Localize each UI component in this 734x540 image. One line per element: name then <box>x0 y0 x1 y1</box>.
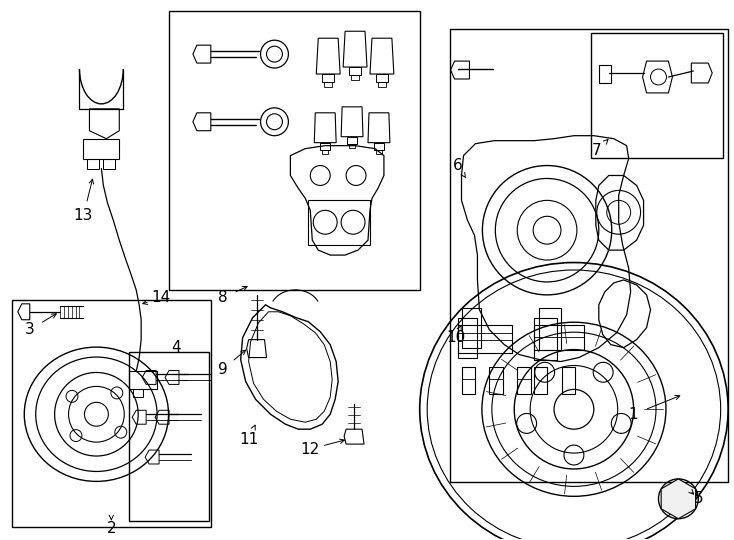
Text: 2: 2 <box>106 521 116 536</box>
Bar <box>347 137 357 144</box>
Bar <box>322 150 328 153</box>
Text: 7: 7 <box>592 143 602 158</box>
Bar <box>591 33 723 158</box>
Polygon shape <box>661 479 696 519</box>
Text: 12: 12 <box>301 442 320 457</box>
Bar <box>87 159 99 168</box>
Bar <box>103 159 115 168</box>
Bar <box>324 82 333 87</box>
Text: 3: 3 <box>25 322 34 337</box>
Bar <box>349 144 355 147</box>
Bar <box>308 200 370 245</box>
Text: 9: 9 <box>218 362 228 377</box>
Bar <box>169 11 420 290</box>
Bar <box>320 143 330 150</box>
Bar <box>449 29 728 482</box>
Bar <box>534 325 584 349</box>
Text: 14: 14 <box>151 291 171 305</box>
Bar <box>322 74 334 82</box>
Text: 5: 5 <box>694 491 703 507</box>
Text: 8: 8 <box>218 291 228 305</box>
Bar <box>378 82 386 87</box>
Text: 4: 4 <box>171 340 181 355</box>
Bar <box>84 139 120 159</box>
Bar <box>374 143 384 150</box>
Bar <box>129 372 157 389</box>
Bar <box>133 389 143 397</box>
Bar <box>129 352 208 521</box>
Text: 11: 11 <box>239 431 258 447</box>
Bar <box>376 150 382 153</box>
Text: 13: 13 <box>74 208 93 223</box>
Bar <box>349 67 361 75</box>
Text: 1: 1 <box>629 407 639 422</box>
Bar <box>12 300 211 526</box>
Bar <box>351 75 359 80</box>
Bar <box>376 74 388 82</box>
Bar <box>457 325 512 353</box>
Text: 10: 10 <box>446 330 465 345</box>
Text: 6: 6 <box>453 158 462 173</box>
